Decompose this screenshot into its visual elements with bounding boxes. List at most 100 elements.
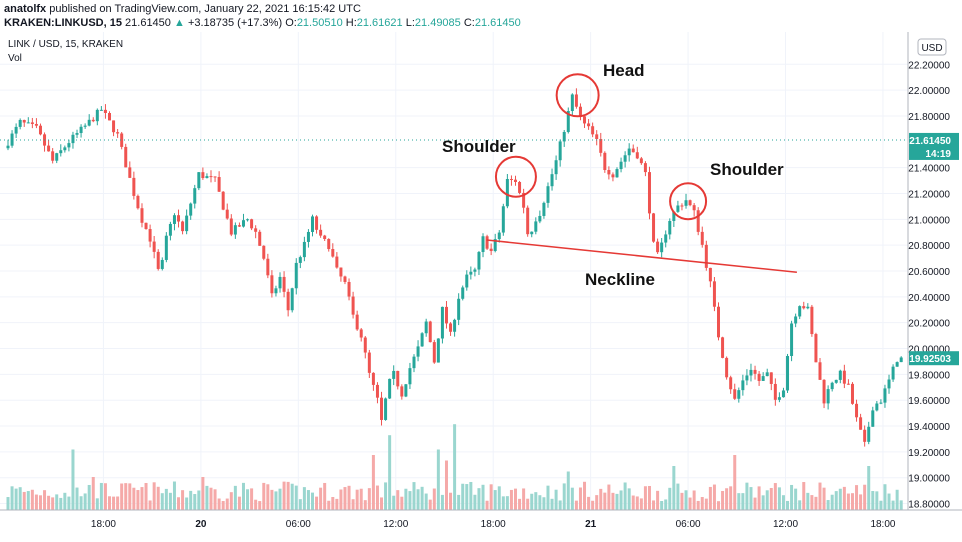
candle-body: [302, 241, 306, 258]
candle-body: [615, 169, 619, 178]
candle-body: [339, 267, 343, 277]
candle-body: [765, 372, 769, 377]
volume-bar: [615, 493, 619, 510]
volume-bar: [453, 424, 457, 510]
candle-body: [578, 106, 582, 117]
candle-body: [737, 390, 741, 399]
volume-bar: [773, 483, 777, 510]
volume-bar: [473, 494, 477, 510]
head-label: Head: [603, 61, 645, 80]
volume-bar: [347, 485, 351, 510]
volume-bar: [708, 486, 712, 510]
candle-body: [144, 222, 148, 230]
time-axis[interactable]: 18:00 20 06:00 12:00 18:00 21 06:00 12:00 18:00: [91, 519, 896, 530]
currency-badge[interactable]: USD: [917, 38, 947, 56]
candle-body: [79, 126, 83, 134]
candle-body: [526, 207, 530, 235]
candle-body: [802, 306, 806, 309]
candle-body: [639, 158, 643, 164]
volume-bar: [221, 501, 225, 510]
volume-bar: [22, 491, 26, 510]
candle-body: [124, 146, 128, 168]
volume-bar: [380, 497, 384, 510]
volume-bar: [197, 490, 201, 510]
volume-bar: [258, 501, 262, 510]
volume-bar: [611, 492, 615, 510]
volume-bar: [647, 485, 651, 510]
candle-body: [607, 169, 611, 175]
close-label: C:: [463, 17, 475, 29]
candle-body: [51, 151, 55, 161]
volume-bar: [509, 489, 513, 510]
volume-bar: [339, 489, 343, 510]
candle-body: [380, 397, 384, 420]
time-tick-label: 18:00: [481, 519, 506, 530]
volume-bar: [562, 483, 566, 510]
candle-body: [838, 370, 842, 380]
candle-body: [347, 281, 351, 297]
volume-bar: [846, 493, 850, 510]
candle-body: [95, 109, 99, 122]
candle-body: [205, 176, 209, 179]
volume-bar: [185, 497, 189, 510]
candle-body: [489, 248, 493, 252]
volume-bar: [420, 486, 424, 510]
volume-bar: [769, 487, 773, 510]
price-axis[interactable]: 22.20000 22.00000 21.80000 21.40000 21.20000…: [908, 60, 950, 510]
left-shoulder-circle: [494, 155, 537, 198]
price-tick-label: 20.00000: [908, 345, 950, 356]
candle-body: [485, 236, 489, 249]
price-tags: 21.61450 14:19 19.92503: [909, 132, 959, 366]
volume-bar: [83, 493, 87, 510]
candle-body: [444, 306, 448, 324]
volume-bar: [497, 486, 501, 510]
candle-body: [887, 379, 891, 389]
candle-body: [404, 384, 408, 397]
publish-header: anatolfx published on TradingView.com, J…: [4, 0, 958, 32]
volume-bar: [306, 490, 310, 510]
candle-body: [656, 241, 660, 253]
volume-bar: [863, 484, 867, 510]
volume-bar: [59, 497, 63, 510]
volume-bar: [721, 490, 725, 510]
candle-body: [623, 155, 627, 162]
volume-bar: [388, 435, 392, 510]
volume-bar: [205, 485, 209, 510]
volume-bar: [87, 484, 91, 510]
candle-body: [794, 316, 798, 324]
volume-bar: [30, 489, 34, 510]
right-shoulder-circle: [669, 182, 708, 221]
volume-bar: [282, 481, 286, 510]
candle-body: [148, 229, 152, 242]
candle-body: [416, 346, 420, 357]
volume-bar: [343, 487, 347, 510]
high-value: 21.61621: [356, 17, 403, 29]
candle-body: [14, 126, 18, 134]
price-tick-label: 19.40000: [908, 422, 950, 433]
candle-body: [193, 188, 197, 204]
candle-body: [384, 398, 388, 420]
price-tick-label: 18.80000: [908, 500, 950, 511]
volume-bar: [156, 486, 160, 510]
volume-bar: [867, 466, 871, 510]
candle-body: [185, 215, 189, 232]
volume-bar: [47, 495, 51, 510]
candle-body: [87, 119, 91, 126]
time-tick-label: 12:00: [773, 519, 798, 530]
candle-body: [550, 174, 554, 187]
volume-bar: [34, 494, 38, 510]
volume-bar: [440, 494, 444, 510]
price-tag-label: 14:19: [925, 149, 951, 160]
candle-body: [668, 220, 672, 235]
price-tag-label: 19.92503: [909, 354, 951, 365]
candle-body: [501, 206, 505, 233]
candle-body: [18, 119, 22, 127]
candle-body: [806, 306, 810, 309]
volume-bar: [217, 498, 221, 510]
volume-bar: [899, 500, 903, 510]
volume-bar: [761, 495, 765, 510]
volume-bar: [672, 466, 676, 510]
candle-body: [850, 383, 854, 404]
volume-bar: [635, 496, 639, 510]
